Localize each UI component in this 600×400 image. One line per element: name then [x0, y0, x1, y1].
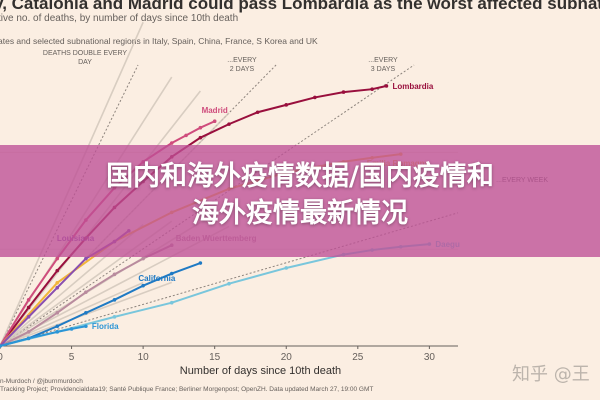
- point-lombardia-7: [198, 135, 203, 140]
- point-madrid-7: [184, 133, 188, 138]
- point-baden-wuerttemberg-3: [84, 290, 88, 294]
- banner-text: 国内和海外疫情数据/国内疫情和 海外疫情最新情况: [0, 158, 600, 232]
- point-california-5: [141, 283, 145, 288]
- guide-label-1-line-2: DAY: [78, 59, 92, 66]
- point-lombardia-1: [26, 305, 31, 310]
- point-baden-wuerttemberg-1: [26, 330, 31, 334]
- point-lombardia-2: [55, 268, 60, 273]
- point-lombardia-11: [313, 95, 317, 100]
- guide-label-2-line-2: 2 DAYS: [230, 66, 255, 73]
- point-baden-wuerttemberg-5: [141, 256, 145, 261]
- point-louisiana-1: [26, 315, 31, 319]
- footer-sources: Tracking Project; Providencialdata19; Sa…: [0, 386, 374, 393]
- point-california-2: [55, 324, 60, 329]
- point-madrid-1: [26, 298, 31, 302]
- point-daegu-4: [227, 281, 231, 286]
- point-california-4: [112, 298, 117, 302]
- guide-label-3-line-2: 3 DAYS: [371, 66, 396, 73]
- point-lombardia-9: [255, 110, 260, 115]
- background-series-9: [0, 281, 144, 347]
- point-lombardia-10: [284, 103, 289, 107]
- x-tick-label-30: 30: [424, 352, 436, 363]
- series-label-lombardia: Lombardia: [392, 82, 433, 91]
- banner-line-2: 海外疫情最新情况: [192, 198, 408, 229]
- point-louisiana-3: [84, 256, 88, 261]
- x-tick-label-20: 20: [281, 352, 293, 363]
- point-california-6: [169, 271, 174, 276]
- zhihu-watermark: 知乎 @王: [512, 364, 590, 385]
- point-lombardia-12: [341, 90, 346, 94]
- title-banner: [0, 145, 600, 257]
- point-california-3: [84, 311, 88, 315]
- point-baden-wuerttemberg-2: [55, 311, 60, 315]
- series-label-california: California: [138, 274, 175, 283]
- point-florida-4: [84, 324, 88, 329]
- point-madrid-9: [212, 119, 217, 124]
- point-madrid-6: [169, 141, 174, 145]
- banner-line-1: 国内和海外疫情数据/国内疫情和: [106, 161, 494, 192]
- x-tick-label-15: 15: [209, 352, 221, 363]
- point-daegu-3: [169, 300, 174, 305]
- point-daegu-2: [112, 315, 117, 319]
- point-florida-1: [26, 336, 31, 341]
- point-california-7: [198, 261, 203, 265]
- point-louisiana-2: [55, 285, 60, 290]
- x-tick-label-10: 10: [138, 352, 150, 363]
- series-florida: Florida: [0, 322, 119, 348]
- x-tick-label-25: 25: [352, 352, 364, 363]
- chart-title: y, Catalonia and Madrid could pass Lomba…: [0, 0, 600, 13]
- guide-label-1-line-1: DEATHS DOUBLE EVERY: [43, 50, 127, 57]
- chart-subtitle: tive no. of deaths, by number of days si…: [0, 13, 239, 24]
- point-florida-2: [55, 330, 60, 334]
- guide-label-2-line-1: ...EVERY: [227, 57, 257, 64]
- footer-credit: n-Murdoch / @jburnmurdoch: [0, 378, 83, 385]
- x-tick-label-5: 5: [69, 352, 75, 363]
- x-axis-label: Number of days since 10th death: [180, 365, 341, 377]
- point-emilia-romagna-1: [55, 280, 60, 285]
- x-tick-label-0: 0: [0, 352, 3, 363]
- point-daegu-5: [284, 266, 289, 270]
- point-madrid-2: [55, 256, 60, 261]
- doubling-guide-3: [0, 64, 415, 347]
- point-lombardia-8: [227, 122, 231, 126]
- series-label-madrid: Madrid: [202, 106, 228, 115]
- chart-note: ates and selected subnational regions in…: [0, 36, 318, 46]
- point-lombardia-14: [384, 84, 389, 88]
- point-lombardia-13: [370, 87, 374, 91]
- point-baden-wuerttemberg-4: [112, 272, 117, 277]
- point-florida-0: [0, 344, 2, 348]
- point-madrid-8: [198, 125, 203, 130]
- point-florida-3: [69, 327, 74, 331]
- guide-label-3-line-1: ...EVERY: [368, 57, 398, 64]
- series-label-florida: Florida: [92, 322, 119, 331]
